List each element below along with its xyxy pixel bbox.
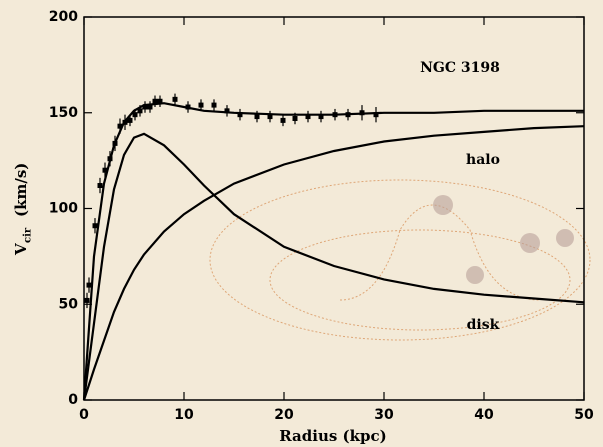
y-tick-label: 200 (49, 9, 78, 25)
y-label-subscript: cir (23, 227, 34, 243)
data-point (254, 114, 260, 120)
data-point (122, 119, 128, 125)
background-decoration (209, 179, 591, 341)
data-point (112, 140, 118, 146)
y-tick-label: 0 (68, 392, 78, 408)
data-point (318, 114, 324, 120)
data-point (147, 104, 153, 110)
data-point (292, 115, 298, 121)
x-axis-label: Radius (kpc) (279, 427, 387, 445)
data-point (172, 96, 178, 102)
curve-label: halo (466, 152, 500, 168)
data-point (373, 112, 379, 118)
data-point (102, 167, 108, 173)
data-point (185, 104, 191, 110)
x-tick-label: 0 (79, 407, 89, 423)
y-tick-label: 50 (59, 296, 79, 312)
y-tick-label: 150 (49, 105, 78, 121)
data-point (224, 108, 230, 114)
data-point (117, 123, 123, 129)
x-tick-label: 30 (374, 407, 394, 423)
data-point (127, 117, 133, 123)
data-point (86, 282, 92, 288)
data-point (142, 104, 148, 110)
y-tick-label: 100 (49, 201, 78, 217)
data-point (267, 114, 273, 120)
data-point (107, 156, 113, 162)
data-point (332, 112, 338, 118)
x-tick-label: 40 (474, 407, 494, 423)
y-label-unit: (km/s) (12, 163, 30, 217)
y-label-symbol: V (12, 243, 30, 256)
curve (82, 102, 584, 401)
background-blobs (433, 195, 574, 284)
data-point (237, 112, 243, 118)
data-point (157, 98, 163, 104)
data-point (84, 297, 90, 303)
x-tick-label: 20 (274, 407, 294, 423)
data-point (152, 98, 158, 104)
data-point (305, 114, 311, 120)
data-point (211, 102, 217, 108)
data-point (92, 223, 98, 229)
curve (82, 132, 585, 401)
curve (82, 125, 585, 401)
data-point (132, 112, 138, 118)
data-point (97, 183, 103, 189)
data-point (137, 108, 143, 114)
data-point (198, 102, 204, 108)
annotation: NGC 3198 (420, 60, 500, 76)
data-point (345, 112, 351, 118)
x-tick-label: 50 (574, 407, 594, 423)
x-tick-label: 10 (174, 407, 194, 423)
curve-label: disk (467, 317, 500, 333)
data-point (280, 117, 286, 123)
data-point (359, 110, 365, 116)
y-axis-label: V cir (km/s) (12, 163, 34, 256)
